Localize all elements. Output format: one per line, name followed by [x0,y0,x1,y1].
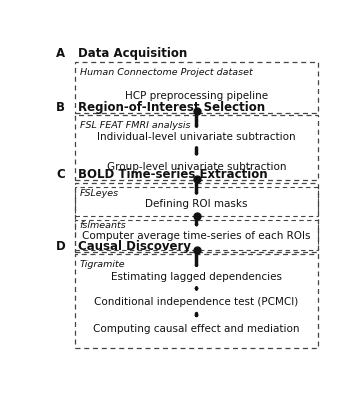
Text: fslmeants: fslmeants [80,221,126,230]
Text: Individual-level univariate subtraction: Individual-level univariate subtraction [97,132,296,142]
Text: Group-level univariate subtraction: Group-level univariate subtraction [107,162,286,172]
Text: BOLD Time-series Extraction: BOLD Time-series Extraction [78,168,268,181]
Text: Tigramite: Tigramite [80,260,125,269]
Bar [75,62,318,113]
Text: Computing causal effect and mediation: Computing causal effect and mediation [93,324,300,334]
Text: A: A [56,47,65,60]
Bar [75,183,318,252]
Text: FSL FEAT FMRI analysis: FSL FEAT FMRI analysis [80,121,190,130]
Bar [75,187,318,216]
Text: HCP preprocessing pipeline: HCP preprocessing pipeline [125,91,268,101]
Text: B: B [56,101,65,114]
Text: Computer average time-series of each ROIs: Computer average time-series of each ROI… [82,231,311,241]
Bar [75,220,318,250]
Text: Conditional independence test (PCMCI): Conditional independence test (PCMCI) [94,297,299,307]
Text: Estimating lagged dependencies: Estimating lagged dependencies [111,272,282,282]
Text: Region-of-Interest Selection: Region-of-Interest Selection [78,101,265,114]
Text: Data Acquisition: Data Acquisition [78,47,187,60]
Text: Defining ROI masks: Defining ROI masks [145,199,248,209]
Text: C: C [56,168,65,181]
Bar [75,115,318,180]
Text: D: D [56,240,66,253]
Text: Causal Discovery: Causal Discovery [78,240,191,253]
Text: FSLeyes: FSLeyes [80,189,119,198]
Bar [75,254,318,348]
Text: Human Connectome Project dataset: Human Connectome Project dataset [80,68,252,77]
